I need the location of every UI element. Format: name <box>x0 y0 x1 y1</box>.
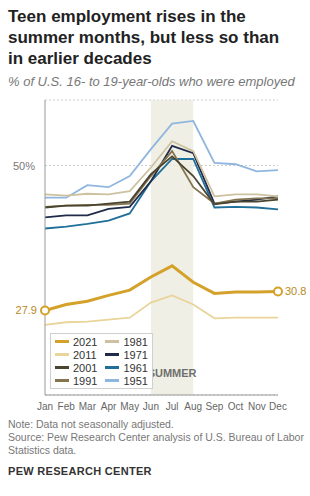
svg-text:Sep: Sep <box>206 401 224 412</box>
svg-text:Oct: Oct <box>228 401 244 412</box>
html-text:Source: Pew Research Center an: Source: Pew Research Center analysis of … <box>8 431 304 456</box>
svg-text:Nov: Nov <box>248 401 266 412</box>
svg-text:Feb: Feb <box>58 401 76 412</box>
svg-text:Jun: Jun <box>143 401 159 412</box>
html-text:Teen employment rises in the s: Teen employment rises in the summer mont… <box>8 7 280 68</box>
html-text:1971: 1971 <box>123 348 148 361</box>
html-text:2021: 2021 <box>73 335 98 348</box>
html-text:1951: 1951 <box>123 374 148 387</box>
html-text:1981: 1981 <box>123 335 148 348</box>
html-text:Note: Data not seasonally adju: Note: Data not seasonally adjusted. <box>8 418 174 430</box>
html-text:2001: 2001 <box>73 361 98 374</box>
svg-text:SUMMER: SUMMER <box>148 367 197 379</box>
svg-text:May: May <box>120 401 139 412</box>
svg-text:Aug: Aug <box>184 401 202 412</box>
svg-text:Jul: Jul <box>166 401 179 412</box>
svg-text:30.8: 30.8 <box>285 285 302 297</box>
svg-text:Jan: Jan <box>37 401 53 412</box>
svg-text:Dec: Dec <box>269 401 287 412</box>
svg-text:Mar: Mar <box>79 401 97 412</box>
html-text:2011: 2011 <box>73 348 97 361</box>
svg-text:27.9: 27.9 <box>16 304 37 316</box>
svg-text:Apr: Apr <box>101 401 117 412</box>
html-text:1991: 1991 <box>73 374 98 387</box>
html-text:% of U.S. 16- to 19-year-olds: % of U.S. 16- to 19-year-olds who were e… <box>8 74 295 89</box>
svg-text:50%: 50% <box>13 160 35 172</box>
html-text:1961: 1961 <box>123 361 148 374</box>
html-text:PEW RESEARCH CENTER: PEW RESEARCH CENTER <box>8 465 152 477</box>
